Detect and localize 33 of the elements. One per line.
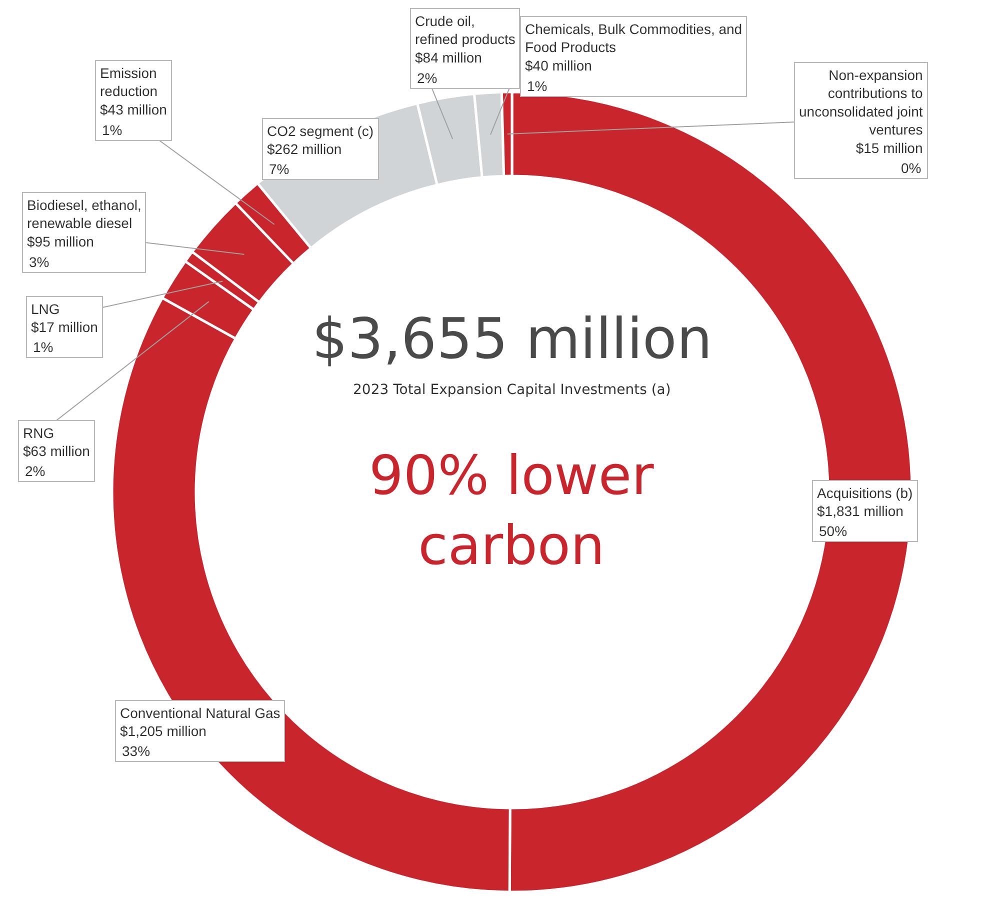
slice-label: Crude oil, refined products [415, 13, 516, 48]
text: 1% [102, 122, 122, 138]
data-label: $17 million [31, 319, 98, 336]
slice-label: Emission reduction [100, 65, 158, 100]
slice-label: Chemicals, Bulk Commodities, and Food Products [525, 21, 742, 56]
slice-label: LNG [31, 301, 60, 317]
data-label: $63 million [23, 443, 90, 460]
text: 7% [269, 161, 290, 177]
text: 3% [29, 254, 50, 270]
data-label: $262 million [267, 141, 342, 158]
text: 1% [33, 339, 54, 355]
data-label: $15 million [856, 140, 923, 156]
text: 50% [819, 523, 848, 539]
slice-label: Acquisitions (b) [817, 485, 913, 501]
text: 2023 Total Expansion Capital Investments (a) [353, 382, 671, 398]
data-label: $84 million [415, 49, 482, 66]
slice-label: RNG [23, 425, 54, 441]
text: 33% [122, 743, 150, 759]
data-label: $1,831 million [817, 503, 904, 520]
slice-label: Non-expansion contributions to unconsolidated joint ventures [799, 67, 923, 138]
slice-label: CO2 segment (c) [267, 123, 374, 139]
slice-label: Conventional Natural Gas [120, 705, 280, 721]
data-label: $95 million [27, 233, 94, 250]
text: 90% lower carbon [369, 444, 655, 578]
data-label: $1,205 million [120, 723, 206, 740]
text: $3,655 million [312, 307, 712, 372]
text: 1% [527, 78, 548, 94]
text: 2% [25, 463, 46, 479]
data-label: $40 million [525, 57, 592, 74]
text: 2% [417, 70, 438, 86]
slice-label: Biodiesel, ethanol, renewable diesel [27, 197, 142, 232]
text: 0% [901, 160, 922, 176]
data-label: $43 million [100, 101, 167, 118]
